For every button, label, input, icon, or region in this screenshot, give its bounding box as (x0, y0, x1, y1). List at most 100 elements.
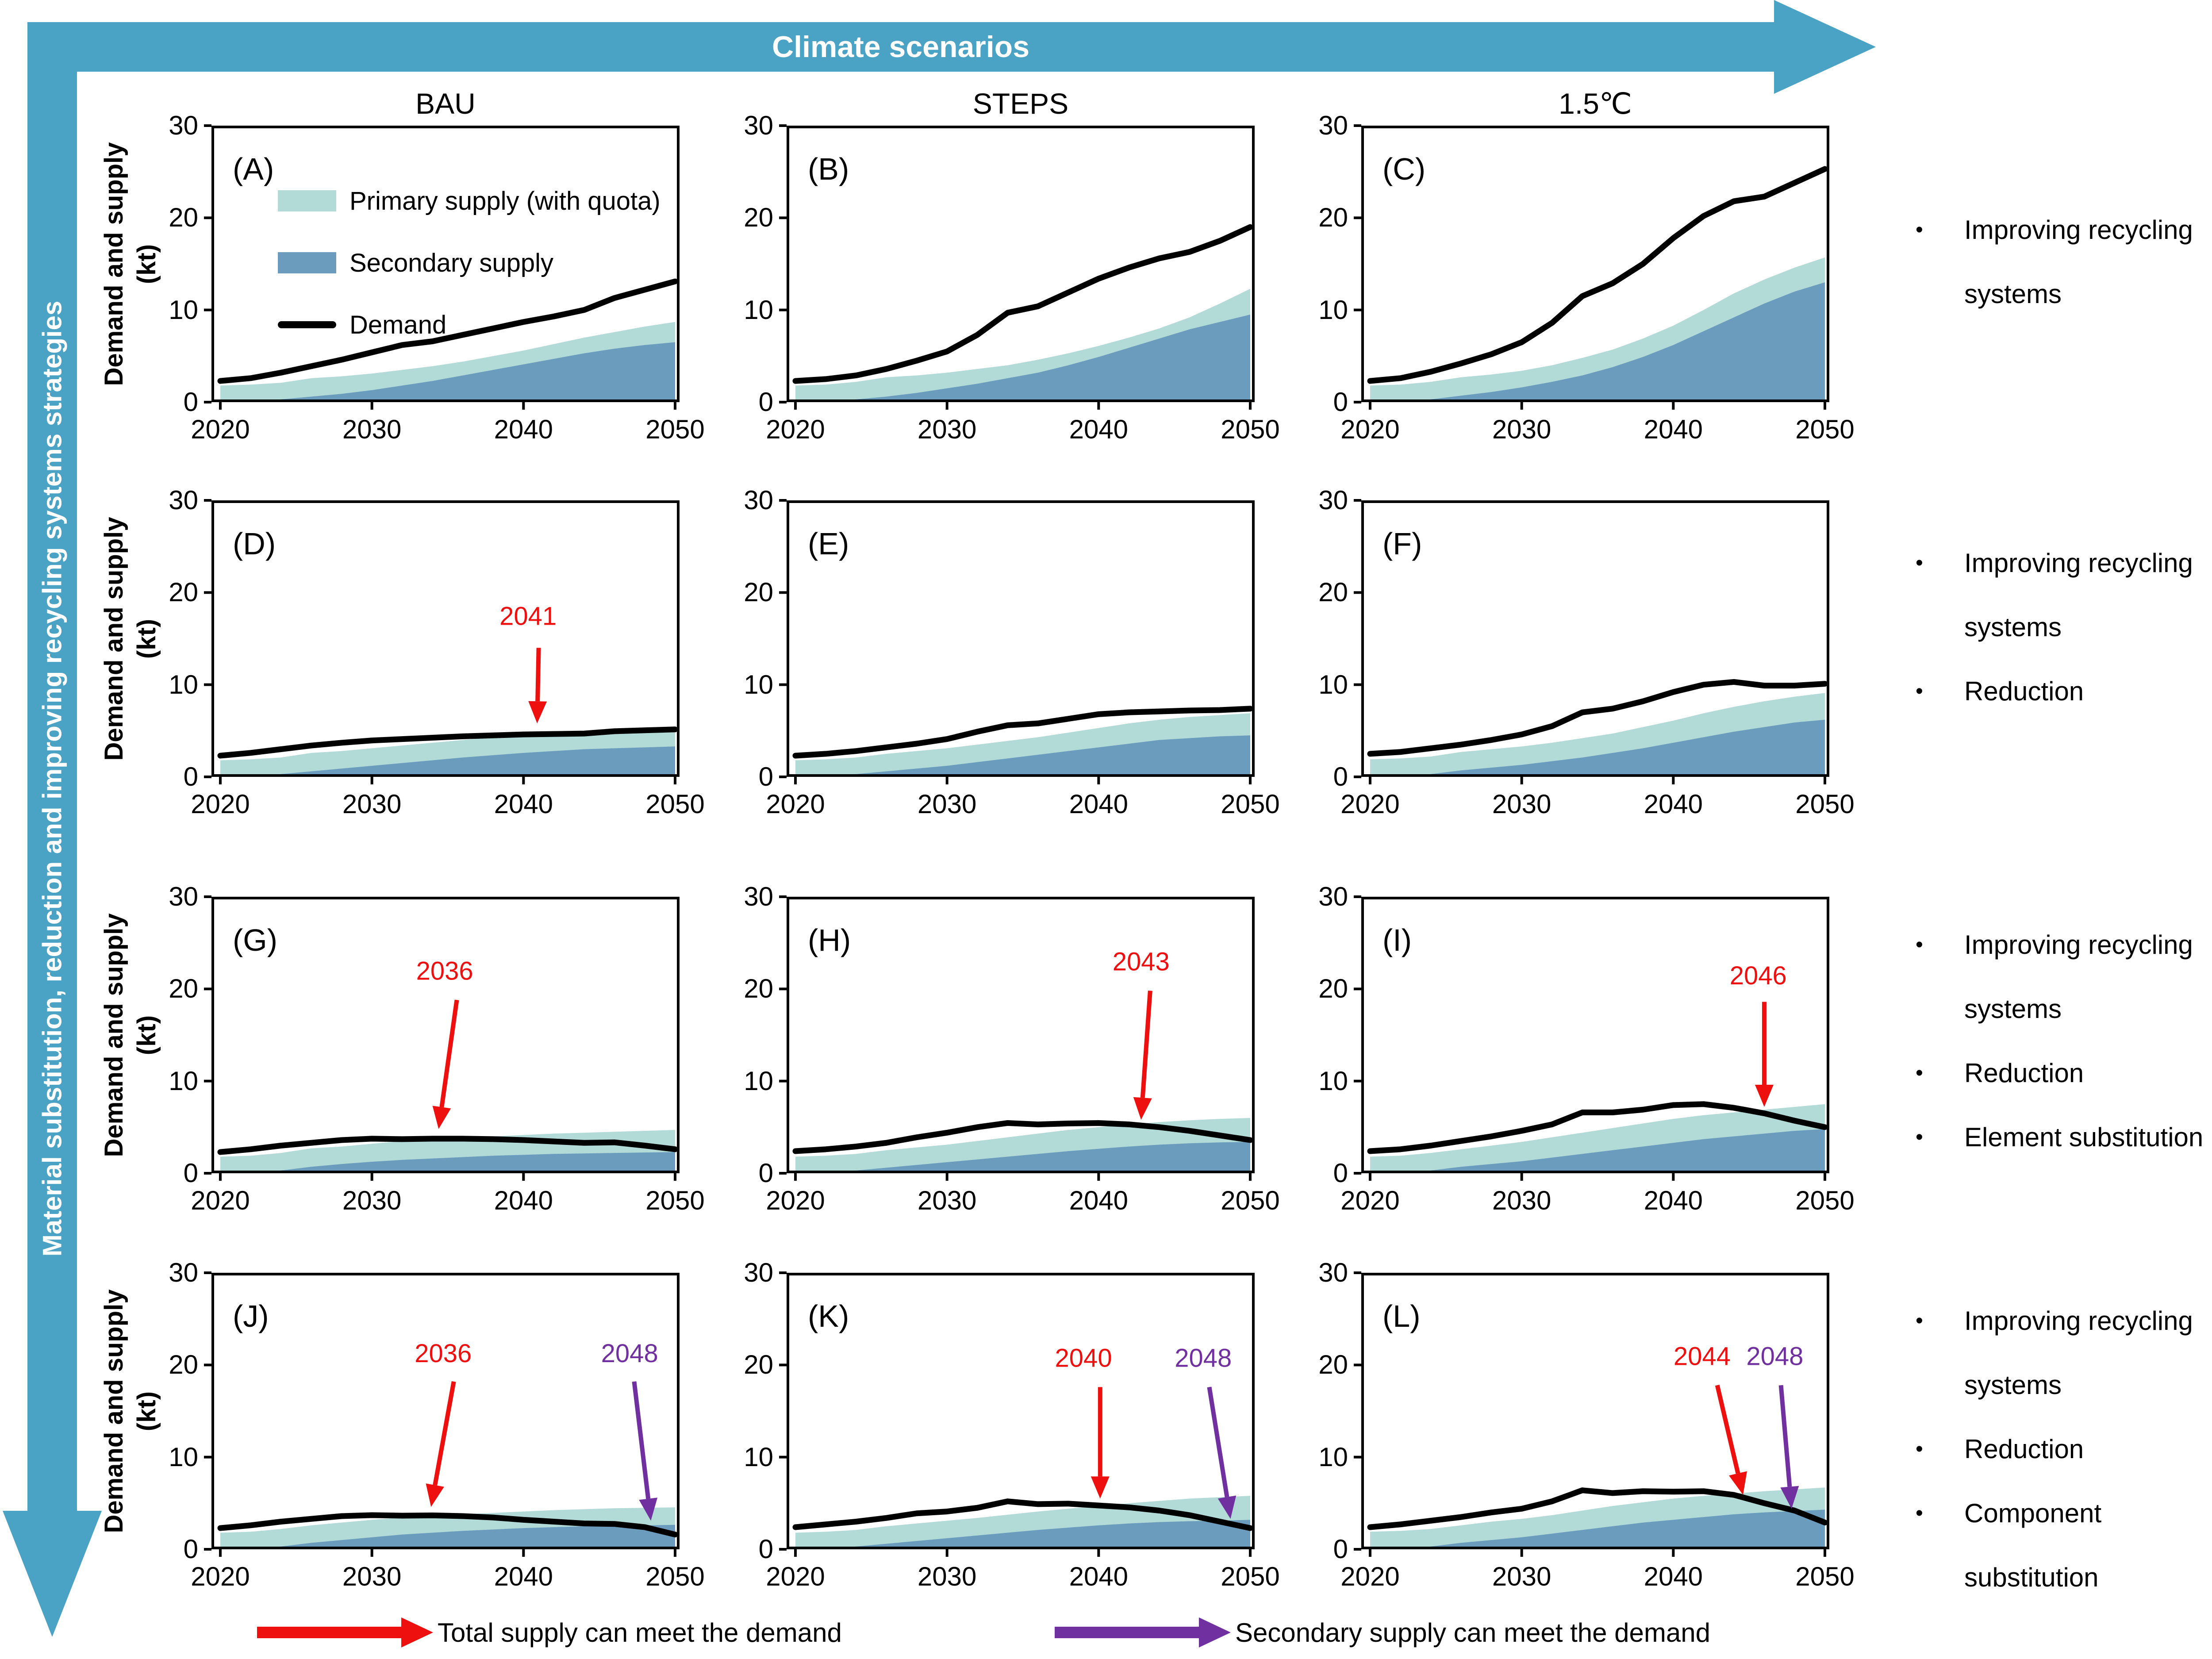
x-tick-label: 2030 (1492, 1186, 1551, 1215)
panel-letter-H: (H) (808, 923, 851, 957)
y-tick-label: 0 (183, 762, 198, 791)
strategies-arrow-body (27, 22, 77, 1511)
plot-svg-D: 2041 (204, 499, 680, 784)
plot-svg-C (1354, 124, 1829, 410)
panel-B: 0 10 20 30 2020 2030 2040 2050 (B) (744, 111, 1279, 444)
y-axis-label-line2: (kt) (132, 1015, 161, 1055)
plot-frame (787, 126, 1255, 402)
y-tick-label: 30 (744, 1258, 773, 1287)
annotation-year-label: 2048 (1175, 1344, 1232, 1373)
plot-frame (787, 500, 1255, 777)
x-tick-label: 2020 (1340, 1562, 1400, 1591)
annotation-year-label: 2036 (415, 1339, 472, 1368)
y-tick-label: 0 (758, 1158, 773, 1188)
x-tick-label: 2030 (342, 1562, 402, 1591)
secondary-supply-area (220, 342, 675, 402)
y-tick-label: 20 (744, 203, 773, 233)
y-tick-label: 20 (1318, 974, 1348, 1004)
annotation-year-label: 2036 (416, 957, 473, 986)
y-tick-label: 20 (169, 577, 198, 607)
column-title-15: 1.5℃ (1559, 87, 1632, 120)
bullet-icon: • (1916, 1061, 1923, 1085)
demand-line (217, 1136, 678, 1155)
x-tick-label: 2040 (494, 789, 553, 819)
column-title-STEPS: STEPS (972, 87, 1069, 120)
panel-K: 2040 2048 0 10 20 30 2020 2030 2040 2050 (K) (744, 1258, 1279, 1591)
x-tick-label: 2050 (645, 1186, 705, 1215)
y-axis-label-line1: Demand and supply (100, 1289, 128, 1533)
y-tick-label: 10 (744, 1066, 773, 1096)
y-tick-label: 30 (744, 111, 773, 140)
plot-frame (211, 126, 680, 402)
demand-line (1367, 1101, 1828, 1154)
panel-letter-A: (A) (233, 152, 274, 186)
bottom-legend-label: Secondary supply can meet the demand (1235, 1617, 1710, 1647)
x-tick-label: 2030 (1492, 415, 1551, 444)
strategy-label: Improving recycling systems (1964, 1306, 2193, 1400)
demand-line (792, 224, 1253, 384)
y-tick-label: 20 (1318, 203, 1348, 233)
panel-letter-E: (E) (808, 526, 849, 561)
y-tick-label: 20 (169, 1350, 198, 1380)
x-tick-label: 2050 (1221, 415, 1280, 444)
demand-line (1367, 166, 1828, 384)
panel-G: 2036 0 10 20 30 2020 2030 2040 2050 (G) (169, 882, 704, 1215)
panel-letter-L: (L) (1382, 1299, 1421, 1333)
annotation-arrow-shaft (1778, 1385, 1792, 1487)
y-tick-label: 10 (169, 295, 198, 325)
bottom-legend-item-red: Total supply can meet the demand (257, 1614, 842, 1651)
y-tick-label: 20 (744, 577, 773, 607)
legend-arrowhead-icon (401, 1617, 433, 1647)
y-tick-label: 30 (744, 882, 773, 911)
plot-frame (1361, 126, 1829, 402)
y-axis-label-row-1: Demand and supply (kt) (98, 142, 163, 386)
plot-svg-F (1354, 499, 1829, 784)
x-tick-label: 2040 (1069, 1562, 1129, 1591)
x-tick-label: 2030 (917, 789, 977, 819)
x-tick-label: 2040 (1644, 1562, 1703, 1591)
y-tick-label: 30 (1318, 882, 1348, 911)
secondary-supply-area (220, 746, 675, 777)
x-tick-label: 2030 (342, 789, 402, 819)
x-tick-label: 2050 (1221, 789, 1280, 819)
x-tick-label: 2040 (494, 415, 553, 444)
y-tick-label: 30 (1318, 485, 1348, 515)
annotation-arrow-shaft (1715, 1385, 1740, 1474)
y-tick-label: 30 (1318, 1258, 1348, 1287)
bullet-icon: • (1916, 933, 1923, 956)
x-tick-label: 2040 (1644, 415, 1703, 444)
demand-line (217, 278, 678, 384)
panel-L: 2044 2048 0 10 20 30 2020 2030 2040 2050 (L) (1318, 1258, 1854, 1591)
legend-label-primary: Primary supply (with quota) (349, 186, 661, 215)
x-tick-label: 2050 (1795, 415, 1855, 444)
y-axis-label-line2: (kt) (132, 618, 161, 659)
y-axis-label-line2: (kt) (132, 1391, 161, 1431)
x-tick-label: 2020 (191, 789, 250, 819)
y-axis-label-line1: Demand and supply (100, 142, 128, 386)
y-tick-label: 30 (1318, 111, 1348, 140)
bullet-icon: • (1916, 218, 1923, 242)
strategy-label: Reduction (1964, 676, 2084, 706)
demand-line (1367, 679, 1828, 757)
x-tick-label: 2020 (191, 1562, 250, 1591)
strategy-label: Improving recycling systems (1964, 215, 2193, 309)
strategy-label: Improving recycling systems (1964, 548, 2193, 642)
x-tick-label: 2050 (1221, 1562, 1280, 1591)
annotation-arrowhead-icon (1729, 1471, 1747, 1495)
secondary-supply-area (795, 315, 1250, 402)
y-tick-label: 10 (744, 669, 773, 699)
plot-svg-I: 2046 (1354, 895, 1829, 1181)
secondary-supply-area (1370, 1129, 1825, 1173)
demand-line (217, 1512, 678, 1538)
bullet-icon: • (1916, 680, 1923, 703)
panel-letter-F: (F) (1382, 526, 1422, 561)
x-tick-label: 2030 (342, 415, 402, 444)
x-tick-label: 2020 (766, 415, 825, 444)
y-axis-label-row-4: Demand and supply (kt) (98, 1289, 163, 1533)
y-tick-label: 10 (1318, 295, 1348, 325)
y-tick-label: 10 (169, 1066, 198, 1096)
demand-line (1367, 1487, 1828, 1530)
red-arrow-icon (257, 1617, 433, 1647)
y-tick-label: 0 (1333, 762, 1348, 791)
bullet-icon: • (1916, 1309, 1923, 1333)
